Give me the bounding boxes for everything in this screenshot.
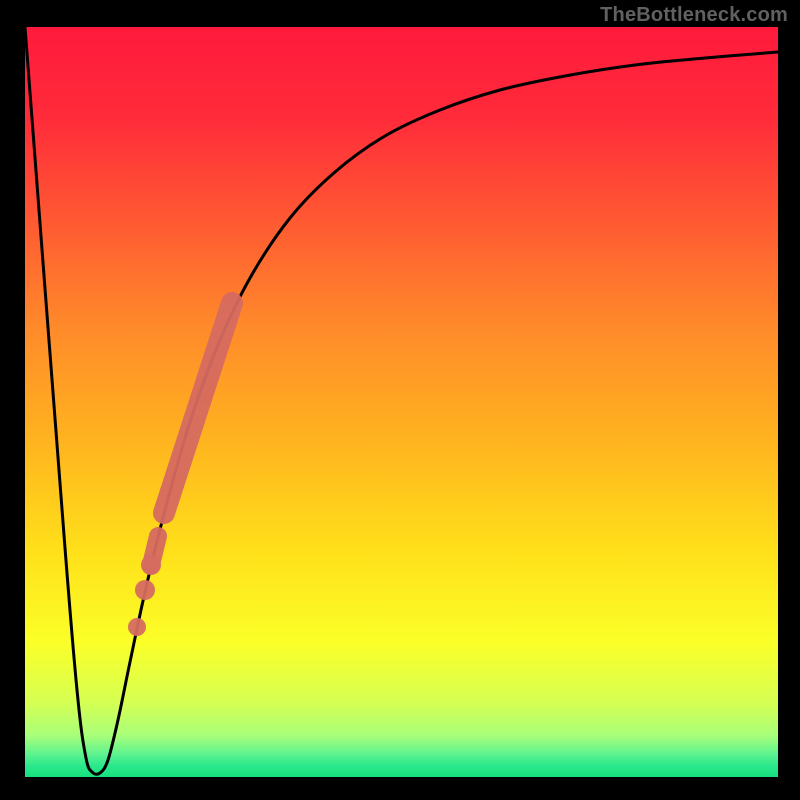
highlight-dot (128, 618, 146, 636)
chart-container: TheBottleneck.com (0, 0, 800, 800)
highlight-dot (141, 555, 161, 575)
bottleneck-chart (0, 0, 800, 800)
watermark-text: TheBottleneck.com (600, 4, 788, 27)
highlight-dot (135, 580, 155, 600)
frame-border (778, 27, 800, 777)
frame-border (0, 0, 25, 800)
gradient-background (25, 27, 778, 777)
frame-border (0, 777, 800, 800)
